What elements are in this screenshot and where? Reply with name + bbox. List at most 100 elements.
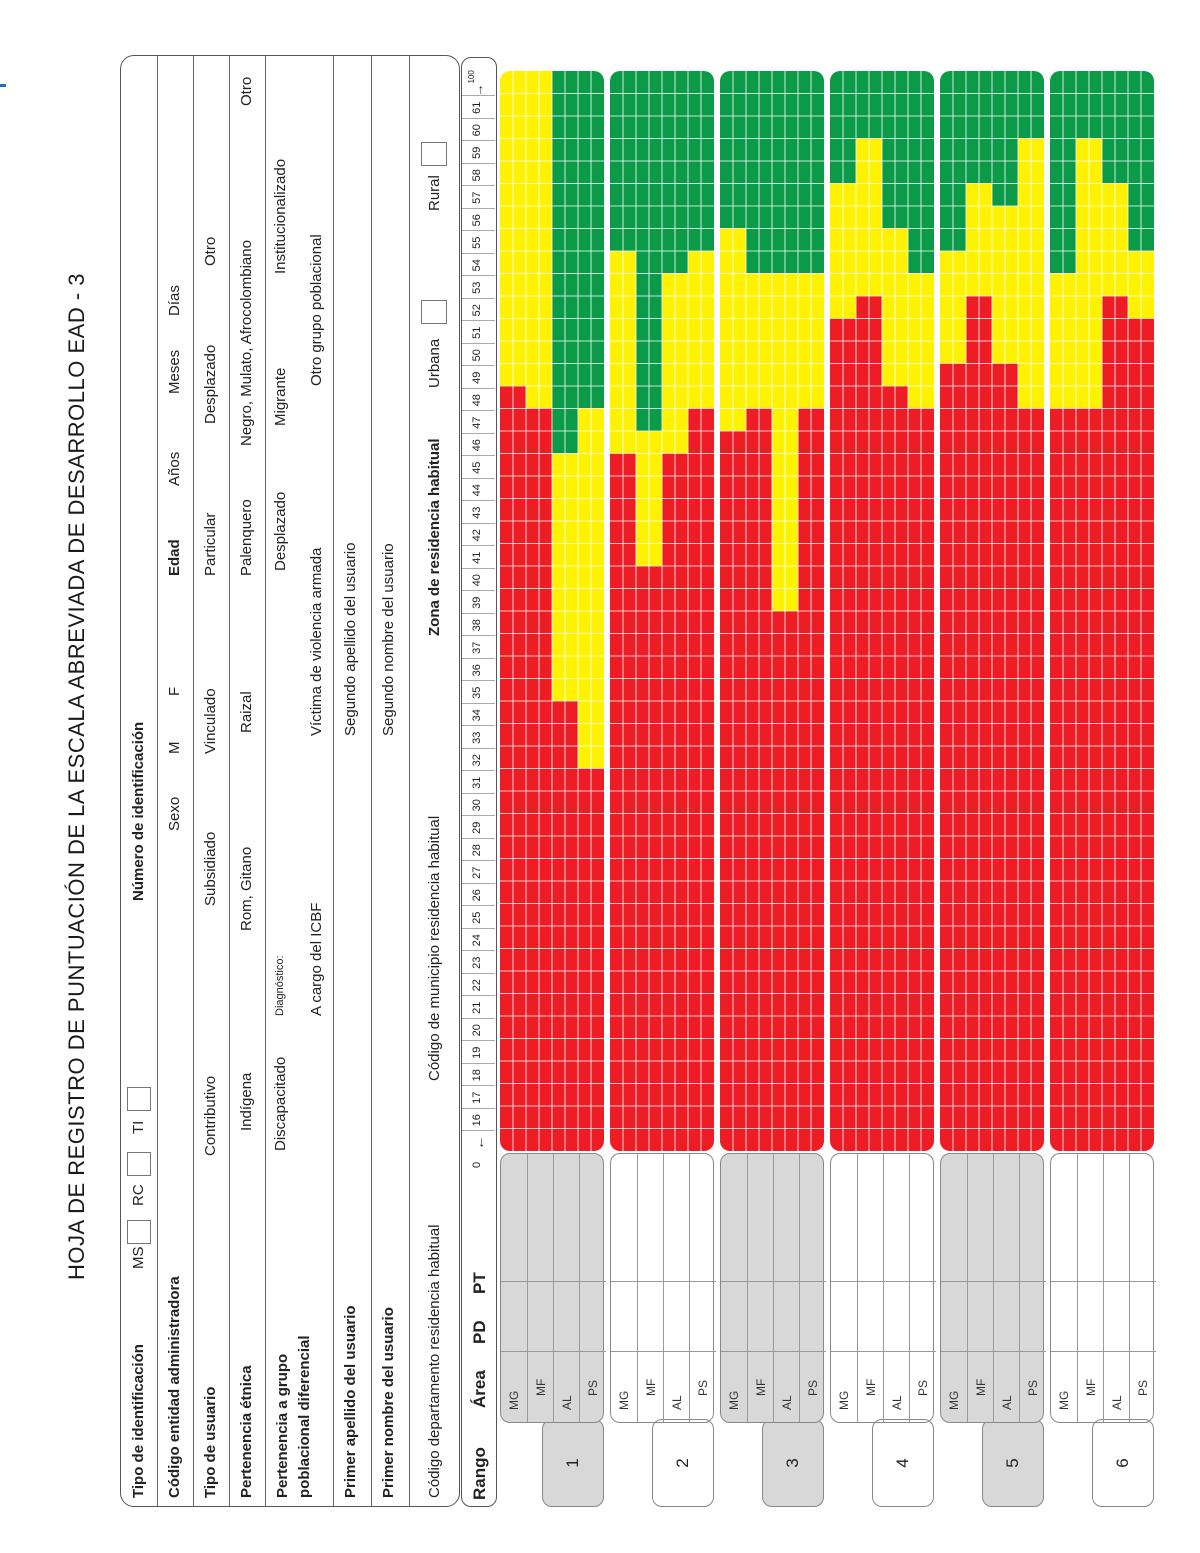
- pd-cell[interactable]: [910, 1281, 936, 1352]
- area-label: MG: [947, 1390, 961, 1410]
- area-row: PS: [579, 1154, 606, 1422]
- chart-grid: [500, 71, 604, 1151]
- range-areas-box: MG MF AL PS: [720, 1153, 826, 1423]
- area-label: AL: [560, 1395, 574, 1410]
- area-label: MF: [864, 1378, 878, 1396]
- pt-cell[interactable]: [1020, 1211, 1046, 1282]
- pt-cell[interactable]: [1130, 1211, 1156, 1282]
- pd-cell[interactable]: [1020, 1281, 1046, 1352]
- pd-cell[interactable]: [831, 1281, 857, 1352]
- area-row: MF: [857, 1154, 884, 1422]
- area-row: AL: [993, 1154, 1020, 1422]
- pd-cell[interactable]: [941, 1281, 967, 1352]
- pt-cell[interactable]: [774, 1211, 800, 1282]
- area-label: MG: [837, 1390, 851, 1410]
- range-label-4: 4: [872, 1419, 934, 1507]
- pd-cell[interactable]: [580, 1281, 606, 1352]
- area-label: AL: [890, 1395, 904, 1410]
- area-label: AL: [670, 1395, 684, 1410]
- blue-margin-marker: [0, 84, 6, 87]
- pt-cell[interactable]: [721, 1211, 747, 1282]
- pd-cell[interactable]: [1104, 1281, 1130, 1352]
- area-label: MF: [644, 1378, 658, 1396]
- pt-cell[interactable]: [910, 1211, 936, 1282]
- pd-cell[interactable]: [1051, 1281, 1077, 1352]
- pt-cell[interactable]: [968, 1211, 994, 1282]
- area-label: PS: [586, 1379, 600, 1396]
- area-label: MG: [727, 1390, 741, 1410]
- pt-cell[interactable]: [884, 1211, 910, 1282]
- area-label: PS: [916, 1379, 930, 1396]
- area-row: MG: [611, 1154, 637, 1422]
- range-label-2: 2: [652, 1419, 714, 1507]
- pd-cell[interactable]: [638, 1281, 664, 1352]
- pt-cell[interactable]: [800, 1211, 826, 1282]
- pt-cell[interactable]: [690, 1211, 716, 1282]
- range-areas-box: MG MF AL PS: [610, 1153, 716, 1423]
- pt-cell[interactable]: [1051, 1211, 1077, 1282]
- pt-cell[interactable]: [580, 1211, 606, 1282]
- area-row: PS: [689, 1154, 716, 1422]
- pd-cell[interactable]: [748, 1281, 774, 1352]
- range-chart-4: [830, 71, 934, 1151]
- pt-cell[interactable]: [638, 1211, 664, 1282]
- range-chart-1: [500, 71, 604, 1151]
- pt-cell[interactable]: [941, 1211, 967, 1282]
- pd-cell[interactable]: [858, 1281, 884, 1352]
- pt-cell[interactable]: [994, 1211, 1020, 1282]
- pt-cell[interactable]: [611, 1211, 637, 1282]
- pt-cell[interactable]: [501, 1211, 527, 1282]
- pd-cell[interactable]: [1130, 1281, 1156, 1352]
- area-row: MG: [501, 1154, 527, 1422]
- area-row: MF: [967, 1154, 994, 1422]
- range-areas-box: MG MF AL PS: [500, 1153, 606, 1423]
- pd-cell[interactable]: [554, 1281, 580, 1352]
- pt-cell[interactable]: [1078, 1211, 1104, 1282]
- area-row: AL: [553, 1154, 580, 1422]
- pd-cell[interactable]: [994, 1281, 1020, 1352]
- area-row: MF: [637, 1154, 664, 1422]
- pd-cell[interactable]: [800, 1281, 826, 1352]
- area-label: MF: [1084, 1378, 1098, 1396]
- pd-cell[interactable]: [1078, 1281, 1104, 1352]
- area-label: MF: [974, 1378, 988, 1396]
- area-label: MF: [534, 1378, 548, 1396]
- area-label: PS: [806, 1379, 820, 1396]
- area-row: MG: [1051, 1154, 1077, 1422]
- chart-grid: [940, 71, 1044, 1151]
- range-chart-2: [610, 71, 714, 1151]
- range-label-1: 1: [542, 1419, 604, 1507]
- pt-cell[interactable]: [664, 1211, 690, 1282]
- area-row: PS: [1129, 1154, 1156, 1422]
- pd-cell[interactable]: [721, 1281, 747, 1352]
- pd-cell[interactable]: [528, 1281, 554, 1352]
- area-row: AL: [773, 1154, 800, 1422]
- chart-grid: [1050, 71, 1154, 1151]
- pd-cell[interactable]: [968, 1281, 994, 1352]
- area-row: AL: [663, 1154, 690, 1422]
- range-areas-box: MG MF AL PS: [1050, 1153, 1156, 1423]
- pt-cell[interactable]: [858, 1211, 884, 1282]
- chart-grid: [610, 71, 714, 1151]
- area-row: AL: [1103, 1154, 1130, 1422]
- pd-cell[interactable]: [611, 1281, 637, 1352]
- pt-cell[interactable]: [831, 1211, 857, 1282]
- area-row: MF: [747, 1154, 774, 1422]
- area-label: MG: [1057, 1390, 1071, 1410]
- pd-cell[interactable]: [690, 1281, 716, 1352]
- area-row: PS: [799, 1154, 826, 1422]
- pt-cell[interactable]: [748, 1211, 774, 1282]
- pd-cell[interactable]: [664, 1281, 690, 1352]
- pd-cell[interactable]: [501, 1281, 527, 1352]
- pt-cell[interactable]: [554, 1211, 580, 1282]
- pd-cell[interactable]: [884, 1281, 910, 1352]
- area-label: MF: [754, 1378, 768, 1396]
- area-label: AL: [1000, 1395, 1014, 1410]
- range-chart-5: [940, 71, 1044, 1151]
- chart-grid: [830, 71, 934, 1151]
- area-row: MF: [1077, 1154, 1104, 1422]
- pt-cell[interactable]: [528, 1211, 554, 1282]
- pd-cell[interactable]: [774, 1281, 800, 1352]
- pt-cell[interactable]: [1104, 1211, 1130, 1282]
